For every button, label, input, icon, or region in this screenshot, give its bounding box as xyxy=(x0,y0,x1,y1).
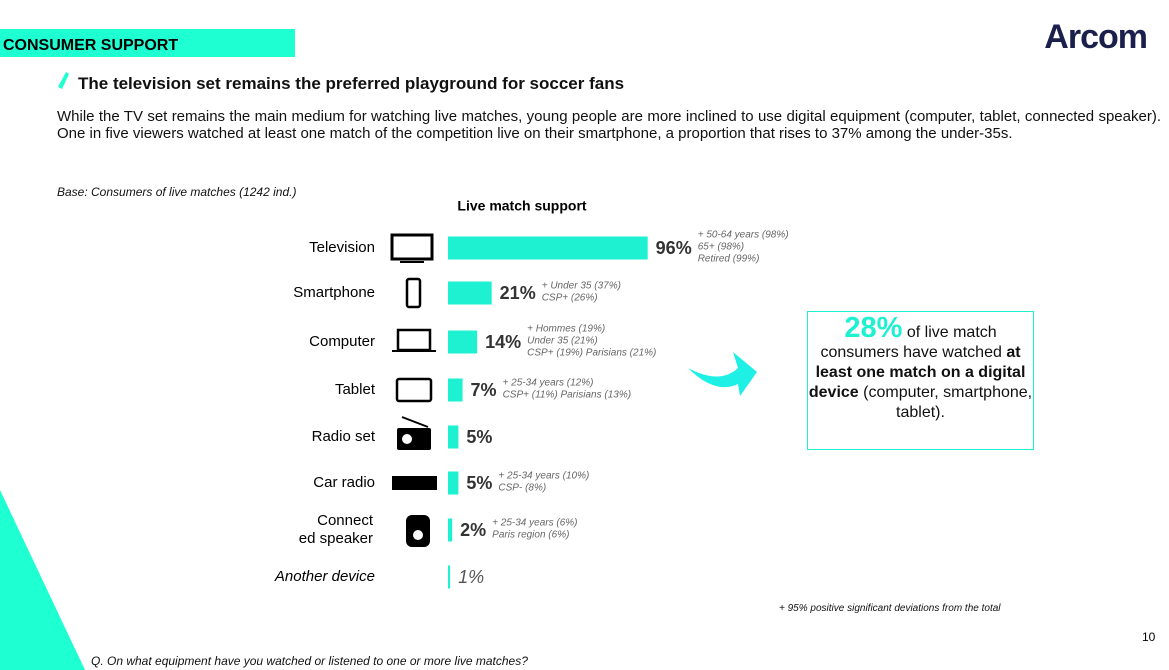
page-number: 10 xyxy=(1142,630,1156,644)
logo: Arcom xyxy=(1044,18,1148,56)
subtitle: The television set remains the preferred… xyxy=(78,74,625,93)
paragraph: While the TV set remains the main medium… xyxy=(57,108,1161,142)
value-label: 21% xyxy=(500,283,536,303)
icon xyxy=(413,530,423,540)
annotation: CSP+ (19%) Parisians (21%) xyxy=(527,348,656,359)
annotation: 65+ (98%) xyxy=(698,242,744,253)
annotation: Retired (99%) xyxy=(698,254,760,265)
icon xyxy=(392,476,437,490)
section-header: CONSUMER SUPPORT xyxy=(0,29,295,57)
category-label: Tablet xyxy=(335,381,376,398)
annotation: Under 35 (21%) xyxy=(527,336,598,347)
category-label: Smartphone xyxy=(293,284,375,301)
bar xyxy=(448,330,478,354)
annotation: Paris region (6%) xyxy=(492,530,569,541)
category-label: Television xyxy=(309,239,375,256)
icon xyxy=(402,434,412,444)
annotation: + Under 35 (37%) xyxy=(542,281,621,292)
category-label: Another device xyxy=(274,568,375,585)
annotation: CSP+ (11%) Parisians (13%) xyxy=(503,390,631,401)
bar xyxy=(448,518,453,542)
annotation: CSP+ (26%) xyxy=(542,293,598,304)
value-label: 14% xyxy=(485,332,521,352)
value-label: 1% xyxy=(458,567,484,587)
question: Q. On what equipment have you watched or… xyxy=(91,654,528,668)
value-label: 5% xyxy=(466,427,492,447)
bar xyxy=(448,471,459,495)
callout-number: 28% xyxy=(844,312,903,344)
value-label: 96% xyxy=(656,238,692,258)
annotation: + 50-64 years (98%) xyxy=(698,230,789,241)
chart-title: Live match support xyxy=(457,198,586,214)
annotation: + 25-34 years (6%) xyxy=(492,518,577,529)
callout: 28% of live match consumers have watched… xyxy=(807,311,1034,450)
icon xyxy=(397,428,431,450)
base-note: Base: Consumers of live matches (1242 in… xyxy=(57,185,297,199)
category-label: ed speaker xyxy=(299,530,373,547)
category-label: Radio set xyxy=(312,428,376,445)
annotation: + 25-34 years (10%) xyxy=(498,471,589,482)
annotation: + 25-34 years (12%) xyxy=(503,378,594,389)
value-label: 5% xyxy=(466,473,492,493)
icon xyxy=(401,416,429,428)
bar xyxy=(448,236,648,260)
icon xyxy=(390,233,434,261)
annotation: CSP- (8%) xyxy=(498,483,546,494)
icon xyxy=(395,377,433,403)
bar xyxy=(448,378,463,402)
category-label: Computer xyxy=(309,333,375,350)
callout-tail: (computer, smartphone, tablet). xyxy=(863,384,1033,421)
category-label: Car radio xyxy=(313,474,375,491)
icon xyxy=(405,277,422,309)
footnote: + 95% positive significant deviations fr… xyxy=(779,603,1001,614)
bar xyxy=(448,565,451,589)
value-label: 7% xyxy=(471,380,497,400)
bar xyxy=(448,425,459,449)
annotation: + Hommes (19%) xyxy=(527,324,605,335)
icon xyxy=(396,328,432,352)
bullet xyxy=(58,72,69,89)
value-label: 2% xyxy=(460,520,486,540)
callout-emphasis: at least one match on a digital device xyxy=(808,344,1026,401)
callout-text: of live match consumers have watched xyxy=(820,324,1002,361)
arrow xyxy=(688,352,757,396)
bar xyxy=(448,281,492,305)
decoration xyxy=(0,490,85,670)
category-label: Connect xyxy=(317,512,374,529)
